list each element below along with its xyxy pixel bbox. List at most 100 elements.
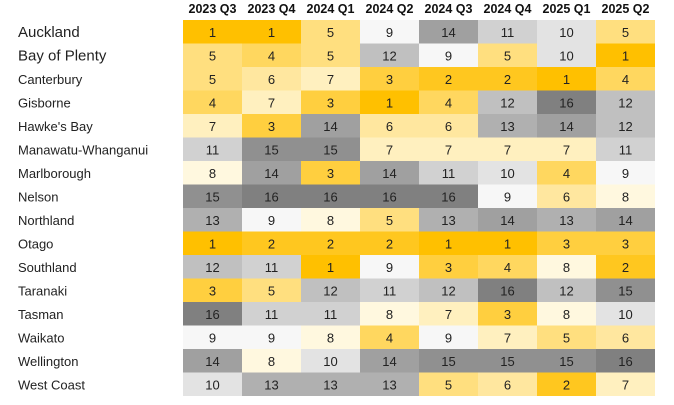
heatmap-cell	[242, 302, 301, 326]
cell-value: 11	[442, 166, 456, 181]
heatmap-cell	[478, 184, 537, 208]
heatmap-cell	[183, 372, 242, 396]
cell-value: 8	[327, 213, 334, 228]
heatmap-cell	[183, 255, 242, 279]
heatmap-cell	[537, 302, 596, 326]
heatmap-cell	[478, 255, 537, 279]
heatmap-cell	[596, 302, 655, 326]
cell-value: 12	[323, 283, 337, 298]
heatmap-cell	[419, 278, 478, 302]
cell-value: 11	[324, 307, 338, 322]
column-header: 2024 Q1	[307, 2, 355, 16]
cell-value: 12	[618, 119, 632, 134]
heatmap-cell	[242, 67, 301, 91]
column-header: 2025 Q1	[543, 2, 591, 16]
heatmap-cell	[596, 90, 655, 114]
heatmap-cell	[360, 302, 419, 326]
cell-value: 14	[559, 119, 573, 134]
row-label: Taranaki	[18, 283, 67, 298]
cell-value: 2	[268, 236, 275, 251]
cell-value: 3	[622, 236, 629, 251]
heatmap-cell	[301, 184, 360, 208]
heatmap-cell	[596, 325, 655, 349]
cell-value: 14	[264, 166, 278, 181]
column-header: 2024 Q4	[484, 2, 532, 16]
column-headers: 2023 Q3 2023 Q4 2024 Q1 2024 Q2 2024 Q3 2024 …	[189, 2, 650, 16]
cell-value: 15	[205, 189, 219, 204]
heatmap-cell	[478, 372, 537, 396]
row-label: Hawke's Bay	[18, 119, 93, 134]
heatmap-cell	[360, 137, 419, 161]
cell-value: 6	[386, 119, 393, 134]
heatmap-cell	[242, 43, 301, 67]
cell-value: 10	[205, 377, 219, 392]
cell-value: 8	[622, 189, 629, 204]
heatmap-cell	[242, 184, 301, 208]
heatmap-cell	[301, 325, 360, 349]
cell-value: 3	[504, 307, 511, 322]
cell-value: 4	[622, 72, 629, 87]
cell-value: 7	[209, 119, 216, 134]
column-header: 2024 Q2	[366, 2, 414, 16]
cell-value: 3	[268, 119, 275, 134]
cell-value: 8	[563, 260, 570, 275]
cell-value: 6	[504, 377, 511, 392]
cell-value: 16	[205, 307, 219, 322]
cell-value: 3	[445, 260, 452, 275]
cell-value: 13	[382, 377, 396, 392]
heatmap-cell	[301, 278, 360, 302]
cell-value: 9	[268, 213, 275, 228]
heatmap-cell	[242, 278, 301, 302]
heatmap-cell	[242, 325, 301, 349]
cell-value: 13	[205, 213, 219, 228]
cell-value: 2	[445, 72, 452, 87]
cell-value: 12	[500, 95, 514, 110]
cell-value: 6	[622, 330, 629, 345]
heatmap-cell	[360, 161, 419, 185]
row-label: Manawatu-Whanganui	[18, 142, 148, 157]
heatmap-cell	[419, 255, 478, 279]
cell-value: 14	[323, 119, 337, 134]
heatmap-cell	[301, 372, 360, 396]
cell-value: 10	[618, 307, 632, 322]
cell-value: 11	[501, 25, 515, 40]
row-label: Waikato	[18, 330, 64, 345]
heatmap-cell	[301, 255, 360, 279]
cell-value: 6	[445, 119, 452, 134]
cell-value: 14	[382, 354, 396, 369]
cell-value: 4	[268, 48, 275, 63]
heatmap-cell	[183, 278, 242, 302]
cell-value: 14	[618, 213, 632, 228]
column-header: 2023 Q4	[248, 2, 296, 16]
heatmap-cell	[478, 114, 537, 138]
row-label: Bay of Plenty	[18, 47, 107, 64]
heatmap-cell	[478, 161, 537, 185]
column-header: 2023 Q3	[189, 2, 237, 16]
row-label: Northland	[18, 213, 74, 228]
row-label: Auckland	[18, 24, 80, 41]
cell-value: 10	[323, 354, 337, 369]
heatmap-cell	[596, 67, 655, 91]
cell-value: 7	[445, 142, 452, 157]
heatmap-cell	[183, 114, 242, 138]
cell-value: 1	[209, 236, 216, 251]
cell-value: 14	[382, 166, 396, 181]
cell-value: 7	[445, 307, 452, 322]
heatmap-cell	[360, 208, 419, 232]
cell-value: 16	[618, 354, 632, 369]
heatmap-cell	[183, 349, 242, 373]
cell-value: 7	[386, 142, 393, 157]
heatmap-cell	[183, 231, 242, 255]
cell-value: 11	[265, 307, 279, 322]
heatmap-cell	[360, 325, 419, 349]
column-header: 2024 Q3	[425, 2, 473, 16]
cell-value: 5	[209, 72, 216, 87]
heatmap-cell	[419, 184, 478, 208]
heatmap-cell	[537, 349, 596, 373]
heatmap-cell	[478, 231, 537, 255]
heatmap-cell	[419, 43, 478, 67]
cell-value: 16	[559, 95, 573, 110]
cell-value: 5	[209, 48, 216, 63]
cell-value: 12	[382, 48, 396, 63]
heatmap-cell	[419, 67, 478, 91]
